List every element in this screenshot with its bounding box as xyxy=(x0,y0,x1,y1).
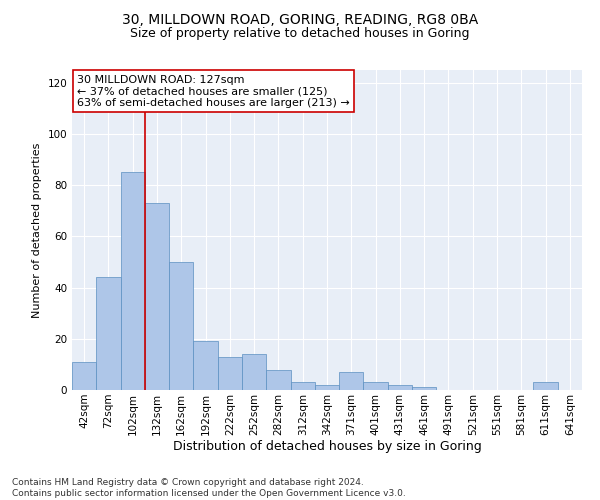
Bar xyxy=(290,382,315,390)
Text: 30 MILLDOWN ROAD: 127sqm
← 37% of detached houses are smaller (125)
63% of semi-: 30 MILLDOWN ROAD: 127sqm ← 37% of detach… xyxy=(77,75,350,108)
Bar xyxy=(169,262,193,390)
Y-axis label: Number of detached properties: Number of detached properties xyxy=(32,142,42,318)
Bar xyxy=(533,382,558,390)
Bar xyxy=(218,356,242,390)
Bar xyxy=(388,385,412,390)
Bar xyxy=(121,172,145,390)
Bar xyxy=(96,278,121,390)
Bar xyxy=(72,362,96,390)
Bar xyxy=(193,342,218,390)
Bar xyxy=(339,372,364,390)
Bar xyxy=(242,354,266,390)
Bar xyxy=(364,382,388,390)
Text: Size of property relative to detached houses in Goring: Size of property relative to detached ho… xyxy=(130,28,470,40)
Bar xyxy=(145,203,169,390)
X-axis label: Distribution of detached houses by size in Goring: Distribution of detached houses by size … xyxy=(173,440,481,454)
Text: 30, MILLDOWN ROAD, GORING, READING, RG8 0BA: 30, MILLDOWN ROAD, GORING, READING, RG8 … xyxy=(122,12,478,26)
Bar xyxy=(412,388,436,390)
Text: Contains HM Land Registry data © Crown copyright and database right 2024.
Contai: Contains HM Land Registry data © Crown c… xyxy=(12,478,406,498)
Bar xyxy=(315,385,339,390)
Bar xyxy=(266,370,290,390)
